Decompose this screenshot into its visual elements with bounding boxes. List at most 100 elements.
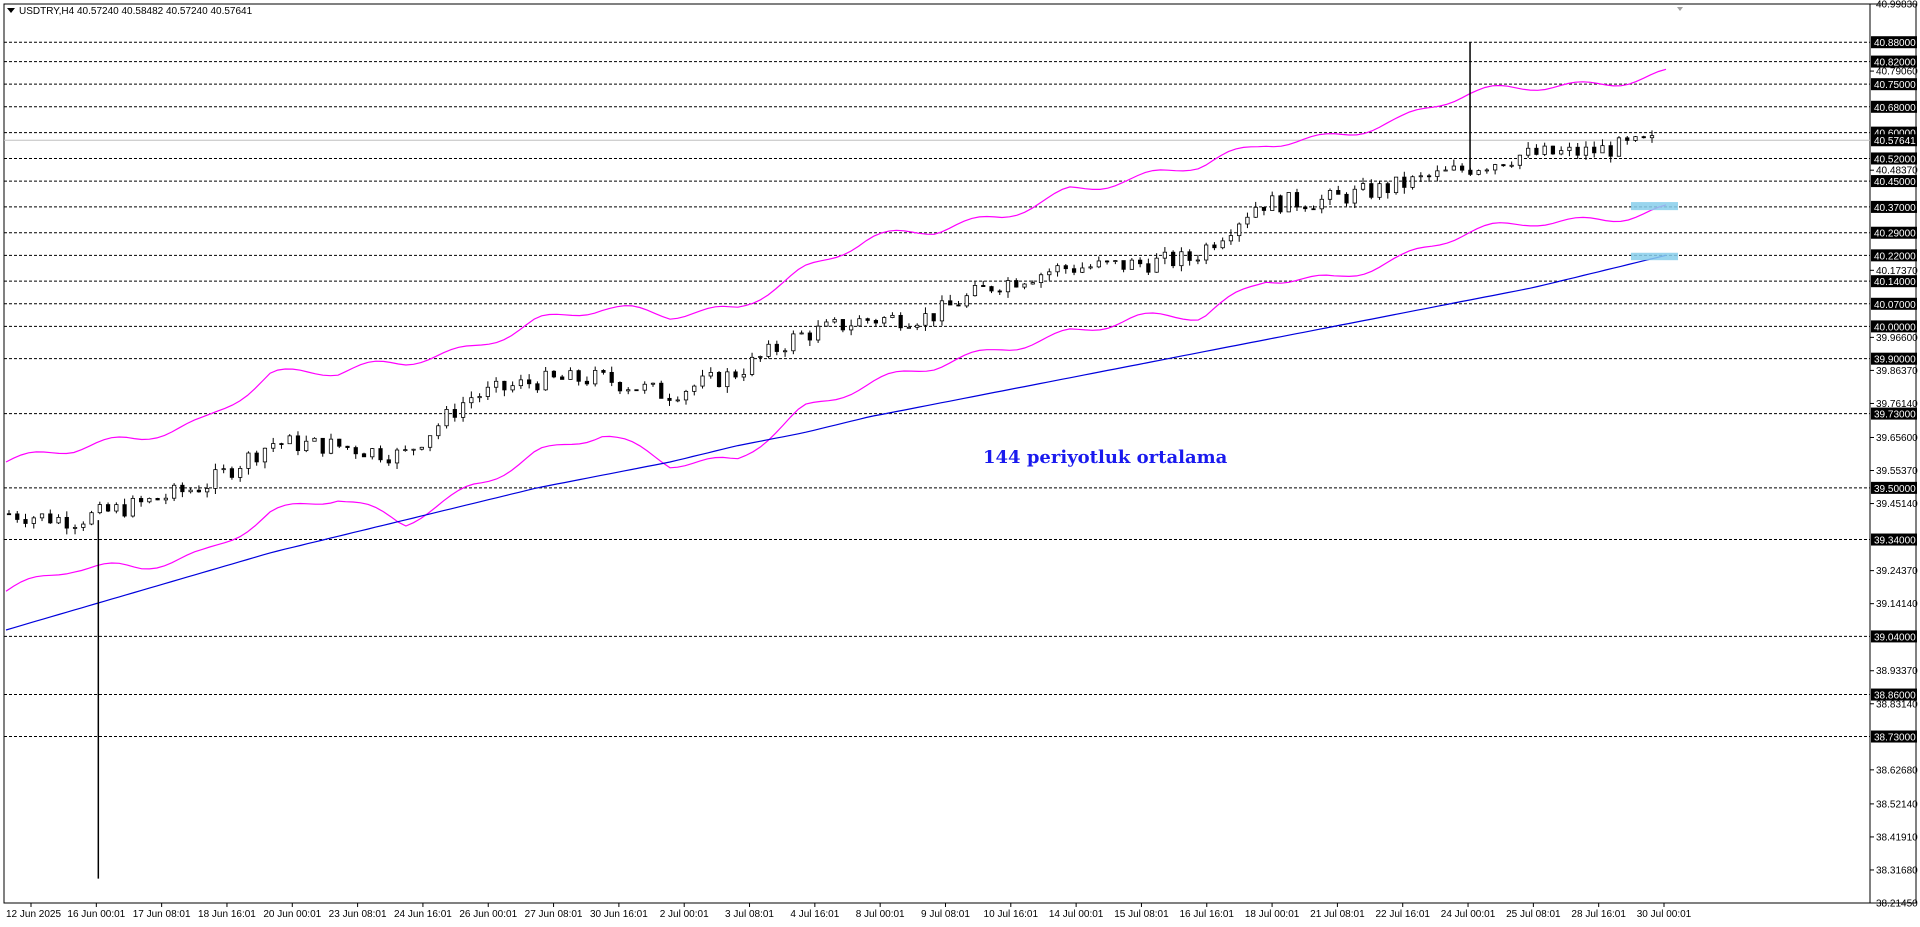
x-tick-label: 26 Jun 00:01 [459, 909, 517, 920]
candle-body [725, 371, 730, 388]
y-tick-label: 40.48370 [1876, 166, 1918, 177]
candle-body [1294, 192, 1300, 208]
x-tick-label: 23 Jun 08:01 [329, 909, 387, 920]
y-tick-label: 40.79060 [1876, 67, 1918, 78]
level-label: 39.90000 [1874, 355, 1916, 366]
chart-header: USDTRY,H4 40.57240 40.58482 40.57240 40.… [19, 6, 252, 17]
candle-body [741, 374, 746, 378]
candle-body [865, 318, 870, 321]
candle-body [576, 370, 581, 382]
candle-body [1245, 216, 1250, 225]
candle-body [675, 399, 680, 402]
candle-body [254, 452, 259, 463]
candle-body [72, 527, 78, 529]
candle-body [229, 468, 235, 478]
candle-body [527, 379, 532, 385]
level-label-bg [1871, 533, 1917, 546]
highlight-box[interactable] [1631, 202, 1678, 211]
candle-body [1418, 175, 1423, 178]
candle-body [1360, 183, 1366, 190]
candle-body [1311, 208, 1316, 211]
candle-body [345, 445, 350, 448]
level-label: 40.07000 [1874, 300, 1916, 311]
candle-body [172, 484, 177, 499]
y-tick-label: 38.83140 [1876, 699, 1918, 710]
candle-body [708, 372, 713, 377]
candle-body [246, 452, 251, 469]
moving-average-annotation: 144 periyotluk ortalama [983, 447, 1228, 468]
candle-body [551, 370, 557, 378]
level-label-bg [1871, 249, 1917, 262]
chart-menu-arrow-icon[interactable] [7, 8, 15, 13]
plot-frame [3, 3, 1917, 904]
envelope-lower-line [5, 204, 1667, 592]
level-label: 40.75000 [1874, 80, 1916, 91]
y-tick-label: 38.62680 [1876, 765, 1918, 776]
candle-body [114, 504, 119, 512]
candle-body [782, 350, 788, 353]
candle-body [1443, 169, 1448, 172]
x-tick-label: 17 Jun 08:01 [133, 909, 191, 920]
chart-shift-marker-icon[interactable] [1677, 7, 1683, 11]
x-tick-label: 28 Jul 16:01 [1571, 909, 1626, 920]
candle-body [320, 437, 325, 454]
candle-body [716, 372, 722, 388]
symbol-timeframe: USDTRY,H4 [19, 6, 75, 17]
candle-body [964, 295, 969, 307]
candle-body [873, 320, 879, 324]
candle-body [147, 498, 152, 503]
candle-body [1460, 165, 1465, 171]
y-tick-label: 39.76140 [1876, 399, 1918, 410]
candle-body [205, 488, 210, 493]
x-tick-label: 18 Jun 16:01 [198, 909, 256, 920]
candle-body [312, 437, 317, 442]
level-label: 40.14000 [1874, 277, 1916, 288]
x-tick-label: 3 Jul 08:01 [725, 909, 774, 920]
candle-body [1385, 183, 1390, 194]
candle-body [1038, 274, 1044, 283]
candle-body [1261, 206, 1267, 211]
level-label: 40.60000 [1874, 129, 1916, 140]
current-price-label: 40.57641 [1874, 136, 1916, 147]
level-label-bg [1871, 730, 1917, 743]
candle-body [370, 448, 375, 458]
candle-body [23, 519, 28, 524]
candle-body [1542, 145, 1547, 155]
y-tick-label: 39.45140 [1876, 499, 1918, 510]
candle-body [824, 321, 829, 327]
level-label-bg [1871, 100, 1917, 113]
level-label-bg [1871, 297, 1917, 310]
candle-body [1476, 170, 1481, 175]
candle-body [139, 498, 144, 503]
candle-body [923, 313, 928, 326]
candle-body [700, 375, 705, 387]
level-label-bg [1871, 275, 1917, 288]
candle-body [1063, 265, 1068, 270]
candle-body [56, 516, 61, 524]
candle-body [849, 325, 854, 331]
candle-body [122, 504, 127, 517]
candle-body [989, 286, 994, 292]
candle-body [287, 435, 292, 445]
candle-body [1410, 176, 1415, 188]
x-tick-label: 24 Jul 00:01 [1441, 909, 1496, 920]
highlight-box[interactable] [1631, 252, 1678, 261]
candle-body [452, 409, 457, 418]
candle-body [799, 332, 804, 335]
candle-body [766, 343, 771, 357]
candle-body [1014, 280, 1019, 288]
candle-body [1377, 183, 1382, 198]
candle-body [105, 504, 111, 512]
y-tick-label: 39.86370 [1876, 366, 1918, 377]
candle-body [1600, 145, 1605, 154]
x-tick-label: 21 Jul 08:01 [1310, 909, 1365, 920]
candle-body [15, 513, 20, 520]
candle-body [626, 389, 631, 392]
candle-body [39, 513, 45, 519]
candle-body [1286, 192, 1291, 213]
candle-body [403, 449, 408, 452]
candle-body [560, 376, 565, 380]
candle-body [1005, 280, 1011, 293]
